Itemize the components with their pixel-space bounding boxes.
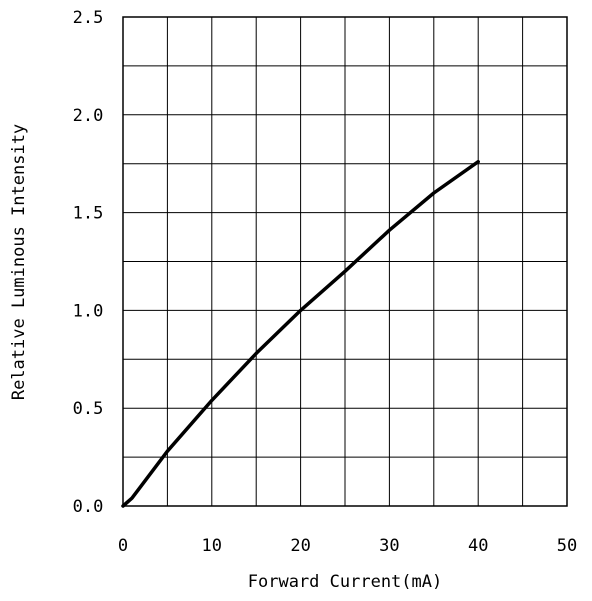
plot-area-frame xyxy=(122,16,568,507)
x-axis-label: Forward Current(mA) xyxy=(248,572,442,592)
x-tick-labels: 0 10 20 30 40 50 xyxy=(118,536,577,556)
series-line xyxy=(121,159,480,508)
y-axis-label: Relative Luminous Intensity xyxy=(9,124,29,400)
y-tick-labels: 0.0 0.5 1.0 1.5 2.0 2.5 xyxy=(73,8,104,517)
y-tick-label: 2.5 xyxy=(73,8,104,28)
y-tick-label: 0.5 xyxy=(73,399,104,419)
y-tick-label: 2.0 xyxy=(73,106,104,126)
x-tick-label: 20 xyxy=(290,536,310,556)
y-tick-label: 1.0 xyxy=(73,301,104,321)
x-tick-label: 30 xyxy=(379,536,399,556)
x-tick-label: 0 xyxy=(118,536,128,556)
x-tick-label: 10 xyxy=(202,536,222,556)
grid xyxy=(123,17,567,506)
x-tick-label: 50 xyxy=(557,536,577,556)
series-layer xyxy=(121,159,480,508)
y-tick-label: 0.0 xyxy=(73,497,104,517)
y-tick-label: 1.5 xyxy=(73,204,104,224)
x-tick-label: 40 xyxy=(468,536,488,556)
